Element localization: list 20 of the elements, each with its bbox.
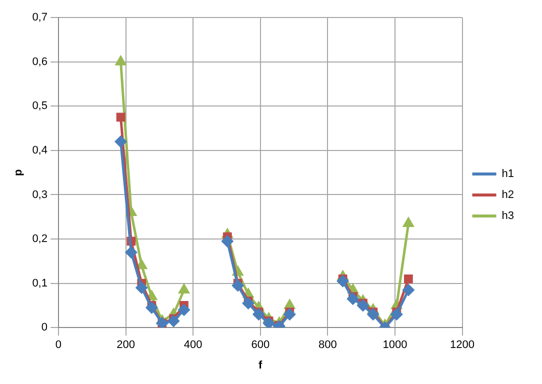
y-tick-label: 0 (41, 322, 48, 334)
y-tick-label: 0,6 (32, 56, 48, 68)
y-tick-label: 0,2 (32, 233, 48, 246)
legend-label: h3 (502, 210, 514, 222)
y-tick-label: 0,7 (32, 12, 48, 24)
legend-label: h2 (502, 189, 514, 202)
x-axis-title: f (258, 359, 263, 372)
x-tick-label: 600 (251, 339, 270, 352)
y-tick-label: 0,3 (32, 188, 48, 201)
y-tick-label: 0,1 (32, 277, 48, 290)
x-tick-label: 800 (318, 339, 337, 352)
y-axis-title: p (12, 168, 25, 176)
y-tick-label: 0,5 (32, 100, 48, 112)
x-tick-label: 1200 (450, 339, 475, 352)
x-tick-label: 1000 (382, 339, 408, 352)
y-tick-label: 0,4 (32, 144, 48, 156)
x-tick-label: 200 (116, 339, 135, 352)
x-tick-label: 0 (55, 339, 62, 352)
x-tick-label: 400 (184, 339, 202, 352)
legend-label: h1 (502, 168, 514, 180)
